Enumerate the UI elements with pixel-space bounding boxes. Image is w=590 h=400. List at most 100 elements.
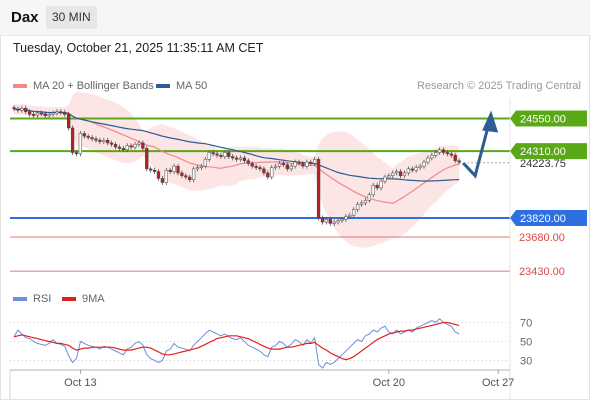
candle-body xyxy=(273,165,278,168)
candle xyxy=(441,147,446,155)
symbol-label: Dax xyxy=(11,9,39,26)
candle xyxy=(414,165,418,173)
candle-body xyxy=(391,172,395,176)
candle xyxy=(20,105,24,113)
candle-body xyxy=(445,152,450,155)
candle xyxy=(359,200,364,207)
legend-rsi: RSI xyxy=(13,293,51,305)
legend-ma50-label: MA 50 xyxy=(176,80,208,92)
candle xyxy=(55,109,59,116)
candle xyxy=(203,156,207,169)
candle xyxy=(301,160,305,169)
candle-body xyxy=(414,167,418,171)
candle-body xyxy=(246,160,250,164)
candle xyxy=(137,140,141,147)
candle-body xyxy=(141,142,145,149)
candle xyxy=(51,110,55,117)
candle xyxy=(320,215,325,225)
candle-body xyxy=(180,172,184,176)
candle xyxy=(437,147,442,155)
candle xyxy=(129,143,133,150)
candle xyxy=(332,219,336,226)
legend-ma20: MA 20 + Bollinger Bands xyxy=(13,80,154,92)
candle xyxy=(293,159,297,169)
rsi-tick-70: 70 xyxy=(520,318,532,330)
candle-body xyxy=(387,175,391,178)
candle-body xyxy=(63,112,67,115)
candle-body xyxy=(359,202,364,205)
candle-body xyxy=(59,111,63,114)
candle xyxy=(344,214,348,222)
candle xyxy=(67,111,71,131)
candle xyxy=(43,111,47,119)
candle-body xyxy=(219,154,223,157)
candle-body xyxy=(106,140,110,144)
x-tick-label-0: Oct 13 xyxy=(64,377,96,389)
candle-body xyxy=(98,140,102,142)
candle-body xyxy=(352,209,356,216)
timeframe-badge[interactable]: 30 MIN xyxy=(46,6,97,29)
candle-body xyxy=(78,133,83,155)
candle xyxy=(184,173,188,180)
candle xyxy=(191,166,196,183)
candle xyxy=(277,160,282,169)
candle-body xyxy=(176,165,180,174)
candle xyxy=(371,182,375,198)
candle-body xyxy=(121,148,125,151)
candle-body xyxy=(355,204,360,211)
rsi-tick-30: 30 xyxy=(520,356,532,368)
candle xyxy=(215,151,219,158)
candle-body xyxy=(453,154,457,161)
candle xyxy=(133,141,137,150)
candle xyxy=(164,167,168,185)
current-price-label: 24223.75 xyxy=(520,158,566,170)
candle-body xyxy=(39,112,43,115)
chart-header: Dax 30 MIN xyxy=(0,0,590,36)
candle-body xyxy=(74,152,79,155)
candle xyxy=(340,216,344,224)
candle xyxy=(109,140,114,147)
candle-body xyxy=(309,161,313,164)
candle-body xyxy=(285,164,289,170)
candle-body xyxy=(117,146,122,149)
candle xyxy=(266,170,270,180)
level-tag-0 xyxy=(510,110,587,127)
candle-body xyxy=(367,194,371,201)
candle-body xyxy=(266,172,270,178)
candle-body xyxy=(203,159,207,167)
candle xyxy=(74,150,79,157)
candle xyxy=(270,165,274,180)
candle-body xyxy=(238,157,243,160)
candle-body xyxy=(375,184,379,189)
candle-body xyxy=(67,114,71,129)
candle xyxy=(211,150,215,157)
candle xyxy=(262,166,266,176)
level-label-2: 23820.00 xyxy=(520,213,566,225)
candle xyxy=(141,140,145,151)
candle-body xyxy=(43,113,47,116)
candle-body xyxy=(113,144,118,148)
candle-body xyxy=(20,107,24,111)
candle xyxy=(113,141,118,150)
candle xyxy=(258,165,262,172)
candle-body xyxy=(35,112,40,116)
candle-body xyxy=(191,168,196,181)
candle xyxy=(176,163,180,176)
candle xyxy=(156,169,161,181)
candle-body xyxy=(215,153,219,156)
candle xyxy=(398,169,403,179)
candle xyxy=(426,155,430,165)
candle-body xyxy=(270,167,274,178)
candle xyxy=(195,165,200,172)
candle-body xyxy=(250,163,254,167)
bollinger-band xyxy=(14,91,460,248)
rsi-swatch xyxy=(13,297,27,301)
candle-body xyxy=(281,163,286,166)
candle xyxy=(297,159,301,166)
candle-body xyxy=(242,157,247,161)
candle-body xyxy=(149,168,153,171)
candle-body xyxy=(164,169,168,183)
rsi-tick-50: 50 xyxy=(520,337,532,349)
projection-arrow-head xyxy=(482,110,499,133)
projection-arrow xyxy=(462,122,491,179)
